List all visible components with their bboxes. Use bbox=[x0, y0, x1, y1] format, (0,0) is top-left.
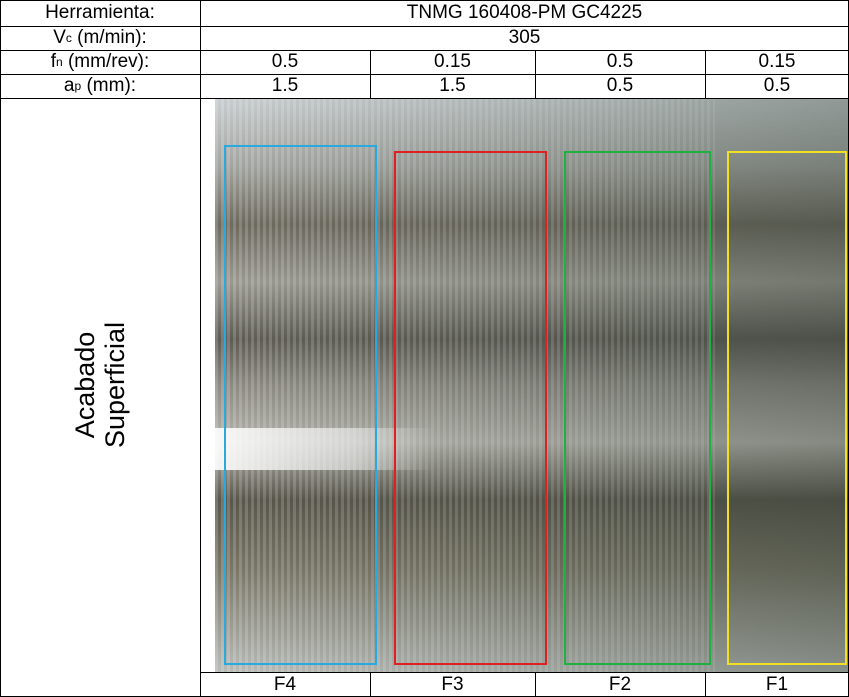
subscript: p bbox=[74, 79, 82, 93]
value: 0.5 bbox=[271, 51, 299, 72]
value: 0.5 bbox=[606, 75, 634, 96]
finish-label: Acabado Superficial bbox=[70, 322, 130, 448]
rule bbox=[0, 74, 849, 75]
label-text: (mm): bbox=[81, 75, 137, 96]
subscript: n bbox=[56, 55, 63, 69]
label-text: (mm/rev): bbox=[62, 51, 150, 72]
rule bbox=[370, 672, 371, 697]
rule bbox=[370, 50, 371, 98]
value: 1.5 bbox=[439, 75, 466, 96]
rule bbox=[0, 50, 849, 51]
rule bbox=[200, 672, 849, 673]
rule bbox=[705, 50, 706, 98]
surface-photo bbox=[215, 98, 849, 672]
value: F4 bbox=[273, 673, 297, 695]
value: 0.15 bbox=[434, 51, 471, 72]
subscript: c bbox=[65, 31, 72, 45]
rule bbox=[535, 672, 536, 697]
label-line: Acabado bbox=[70, 331, 100, 439]
value: 305 bbox=[508, 27, 541, 48]
value: F1 bbox=[765, 673, 789, 695]
value: F2 bbox=[608, 673, 632, 695]
rule bbox=[200, 0, 201, 697]
rule bbox=[0, 26, 849, 27]
value: 0.5 bbox=[763, 75, 791, 96]
rule bbox=[0, 0, 1, 697]
label-text: V bbox=[53, 27, 66, 48]
label: Herramienta: bbox=[45, 2, 155, 23]
rule bbox=[705, 672, 706, 697]
label-text: (m/min): bbox=[71, 27, 147, 48]
rule bbox=[0, 98, 849, 99]
rule bbox=[535, 50, 536, 98]
value: 1.5 bbox=[271, 75, 299, 96]
label-text: f bbox=[50, 51, 57, 72]
value: F3 bbox=[441, 673, 464, 695]
rule bbox=[0, 0, 849, 1]
label-line: Superficial bbox=[100, 321, 130, 449]
value: 0.15 bbox=[758, 51, 796, 72]
value: TNMG 160408-PM GC4225 bbox=[406, 2, 643, 23]
value: 0.5 bbox=[606, 51, 634, 72]
label-text: a bbox=[63, 75, 75, 96]
